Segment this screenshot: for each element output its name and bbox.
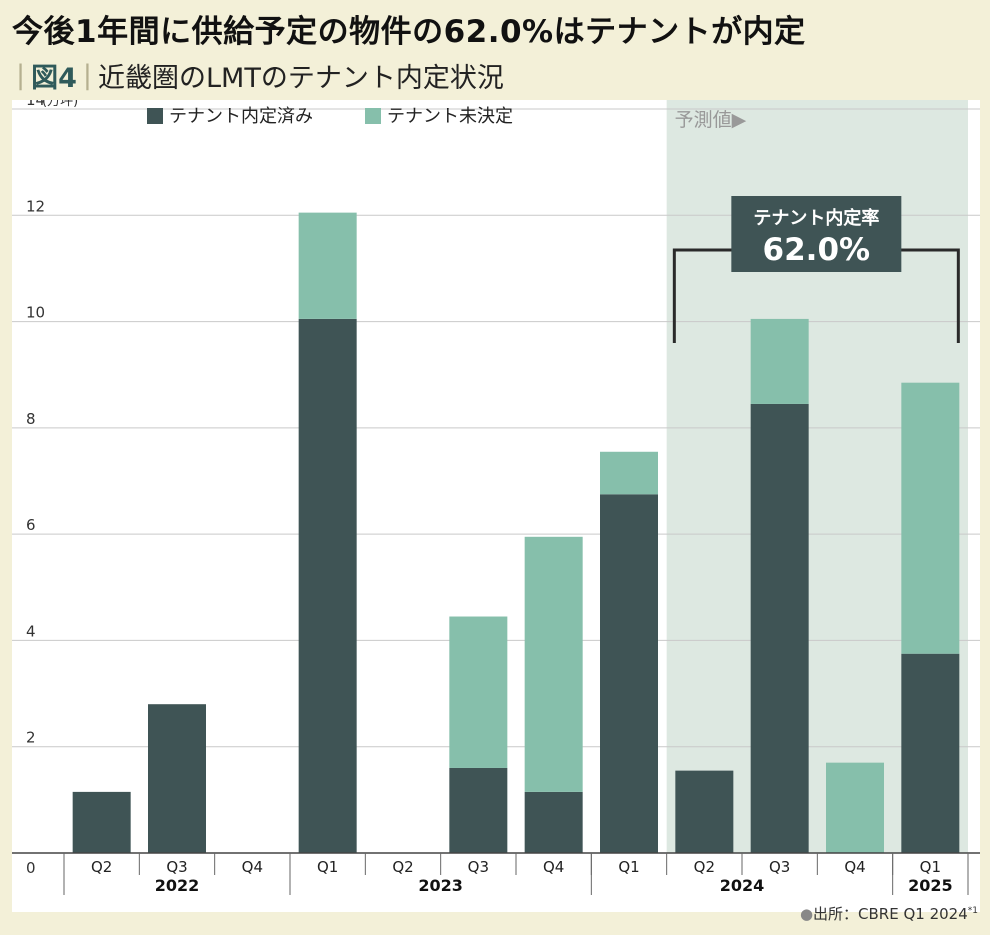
bar-uncommitted (449, 616, 508, 768)
year-label: 2023 (418, 876, 463, 895)
annotation-callout-label: テナント内定率 (753, 207, 879, 229)
y-tick-label: 2 (26, 729, 36, 747)
subtitle-text: 近畿圏のLMTのテナント内定状況 (98, 63, 504, 94)
y-tick-label: 10 (26, 304, 45, 322)
chart-title: 今後1年間に供給予定の物件の62.0%はテナントが内定 (12, 14, 806, 50)
forecast-label: 予測値▶ (675, 109, 747, 131)
bar-committed (600, 494, 658, 853)
y-tick-label: 14 (26, 100, 45, 109)
subtitle-separator: | (82, 60, 93, 91)
y-tick-label: 8 (26, 410, 36, 428)
y-tick-label: 4 (26, 622, 36, 640)
bar-committed (901, 653, 960, 853)
year-label: 2022 (155, 876, 200, 895)
y-tick-label: 0 (26, 859, 36, 877)
bar-committed (298, 318, 357, 853)
legend-swatch-uncommitted (365, 108, 381, 124)
x-tick-label: Q4 (844, 858, 865, 876)
x-tick-label: Q2 (694, 858, 715, 876)
y-axis-unit-label: (万坪) (42, 100, 78, 109)
bar-uncommitted (826, 762, 884, 853)
legend-swatch-committed (147, 108, 163, 124)
x-tick-label: Q3 (468, 858, 489, 876)
x-tick-label: Q1 (920, 858, 941, 876)
bar-uncommitted (600, 451, 658, 495)
x-tick-label: Q1 (317, 858, 338, 876)
x-tick-label: Q1 (618, 858, 639, 876)
bar-uncommitted (750, 318, 809, 404)
year-label: 2025 (908, 876, 953, 895)
source-footnote-mark: *1 (967, 906, 978, 916)
x-tick-label: Q4 (242, 858, 263, 876)
y-tick-label: 6 (26, 516, 36, 534)
source-note: ●出所：CBRE Q1 2024*1 (800, 903, 978, 924)
x-tick-label: Q3 (769, 858, 790, 876)
chart-area: 0 2 4 6 8 10 12 14 (万坪) Q2 Q3 Q4 Q1 Q2 Q3 Q4 Q1 Q2 Q3 Q4 Q1 2… (12, 100, 980, 912)
x-tick-label: Q3 (166, 858, 187, 876)
bar-committed (524, 791, 583, 853)
year-label: 2024 (720, 876, 765, 895)
bullet-icon: ● (799, 905, 814, 923)
legend-label-uncommitted: テナント未決定 (387, 106, 513, 127)
bar-uncommitted (901, 382, 960, 654)
subtitle-separator: | (16, 60, 26, 91)
x-tick-label: Q2 (91, 858, 112, 876)
figure-label: 図4 (31, 63, 77, 94)
annotation-callout-value: 62.0% (763, 232, 871, 268)
x-tick-label: Q4 (543, 858, 564, 876)
annotation-callout-box (731, 196, 902, 272)
x-tick-label: Q2 (392, 858, 413, 876)
chart-subtitle: | 図4 | 近畿圏のLMTのテナント内定状況 (10, 56, 504, 95)
y-tick-label: 12 (26, 197, 45, 215)
bar-uncommitted (524, 536, 583, 792)
bar-committed (750, 403, 809, 853)
bar-committed (675, 770, 734, 853)
bar-committed (449, 767, 508, 853)
bar-committed (148, 704, 206, 853)
bar-uncommitted (298, 212, 357, 319)
source-text: 出所：CBRE Q1 2024 (813, 905, 968, 923)
legend-label-committed: テナント内定済み (169, 106, 313, 127)
bar-committed (72, 791, 131, 853)
